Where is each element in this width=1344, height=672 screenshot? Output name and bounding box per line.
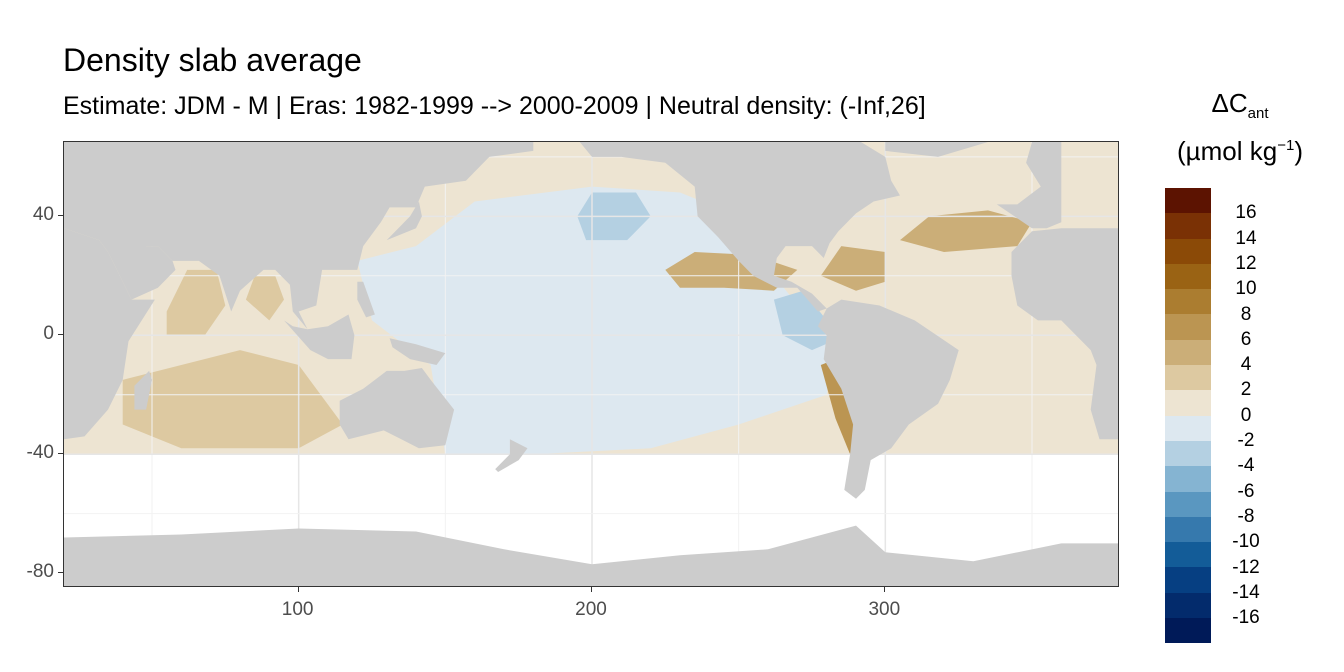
colorbar-label: 12 — [1235, 252, 1257, 274]
colorbar-swatch — [1165, 238, 1211, 264]
x-tick-mark — [591, 587, 592, 592]
colorbar-label: -8 — [1237, 505, 1255, 527]
land-greenland — [885, 142, 988, 157]
colorbar-label: -10 — [1232, 531, 1260, 553]
colorbar-label: -14 — [1232, 581, 1260, 603]
colorbar-label: -12 — [1232, 556, 1260, 578]
colorbar-label: -16 — [1232, 607, 1260, 629]
colorbar-swatch — [1165, 365, 1211, 391]
map-panel — [63, 141, 1119, 587]
colorbar-swatch — [1165, 567, 1211, 593]
land-new-guinea — [389, 338, 446, 365]
land-africa-west — [1011, 228, 1118, 440]
land-arabia — [108, 240, 176, 300]
land-madagascar — [134, 370, 152, 410]
colorbar-swatch — [1165, 390, 1211, 416]
plot-subtitle: Estimate: JDM - M | Eras: 1982-1999 --> … — [63, 92, 926, 120]
y-tick-mark — [58, 453, 63, 455]
plot-title: Density slab average — [63, 42, 362, 78]
region-north-atlantic-maximum — [900, 210, 1032, 252]
region-caribbean — [820, 246, 886, 291]
x-tick-mark — [297, 587, 299, 592]
legend-title: ΔCant (µmol kg−1) — [1160, 88, 1320, 167]
land-europe-west — [996, 142, 1062, 229]
colorbar-swatch — [1165, 314, 1211, 340]
y-tick-mark — [58, 334, 63, 336]
y-tick-label: 40 — [32, 204, 54, 226]
x-tick-label: 300 — [868, 599, 901, 620]
land-eurasia — [64, 142, 534, 330]
map-svg — [64, 142, 1118, 586]
land-new-zealand — [495, 439, 528, 472]
land-philippines — [357, 281, 375, 318]
colorbar-label: 8 — [1240, 303, 1252, 325]
land-north-america — [579, 142, 900, 312]
land-australia — [339, 368, 455, 449]
legend-symbol: ΔC — [1211, 88, 1248, 118]
colorbar-swatch — [1165, 289, 1211, 315]
region-indian-south — [122, 350, 343, 449]
colorbar-swatch — [1165, 491, 1211, 517]
colorbar-label: 14 — [1235, 227, 1257, 249]
legend-unit: (µmol kg−1) — [1177, 136, 1303, 166]
colorbar-label: 10 — [1235, 278, 1257, 300]
x-tick-mark — [884, 587, 886, 592]
colorbar-label: -6 — [1237, 480, 1255, 502]
colorbar-label: -4 — [1237, 455, 1255, 477]
region-arabian-sea — [166, 269, 226, 336]
colorbar-swatch — [1165, 263, 1211, 290]
colorbar-label: 2 — [1240, 379, 1252, 401]
colorbar-label: 4 — [1240, 354, 1252, 376]
colorbar-label: -2 — [1237, 430, 1255, 451]
colorbar-swatch — [1165, 542, 1211, 568]
land-layer — [64, 142, 1118, 586]
colorbar-swatch — [1165, 440, 1211, 467]
y-tick-label: -80 — [26, 561, 54, 583]
y-tick-label: -40 — [26, 442, 54, 464]
colorbar-swatch — [1165, 466, 1211, 492]
colorbar-swatch — [1165, 592, 1211, 619]
x-tick-label: 200 — [575, 599, 607, 620]
land-sumatra-borneo — [284, 314, 355, 360]
legend-subscript: ant — [1247, 105, 1269, 122]
colorbar-label: 16 — [1235, 202, 1257, 224]
land-south-america — [817, 299, 959, 499]
land-antarctica — [64, 525, 1118, 586]
x-tick-label: 100 — [281, 599, 314, 620]
colorbar — [1165, 188, 1211, 644]
colorbar-swatch — [1165, 618, 1211, 644]
y-tick-mark — [58, 572, 63, 574]
region-bay-of-bengal — [245, 275, 284, 321]
colorbar-swatch — [1165, 339, 1211, 366]
colorbar-label: 0 — [1240, 404, 1252, 426]
colorbar-swatch — [1165, 516, 1211, 543]
y-tick-label: 0 — [43, 323, 54, 345]
land-africa — [64, 228, 155, 440]
y-tick-mark — [58, 215, 63, 217]
region-peru-upwelling — [820, 359, 862, 455]
colorbar-swatch — [1165, 213, 1211, 239]
colorbar-swatch — [1165, 188, 1211, 214]
colorbar-label: 6 — [1240, 328, 1252, 350]
colorbar-swatch — [1165, 415, 1211, 441]
land-japan — [386, 201, 422, 241]
